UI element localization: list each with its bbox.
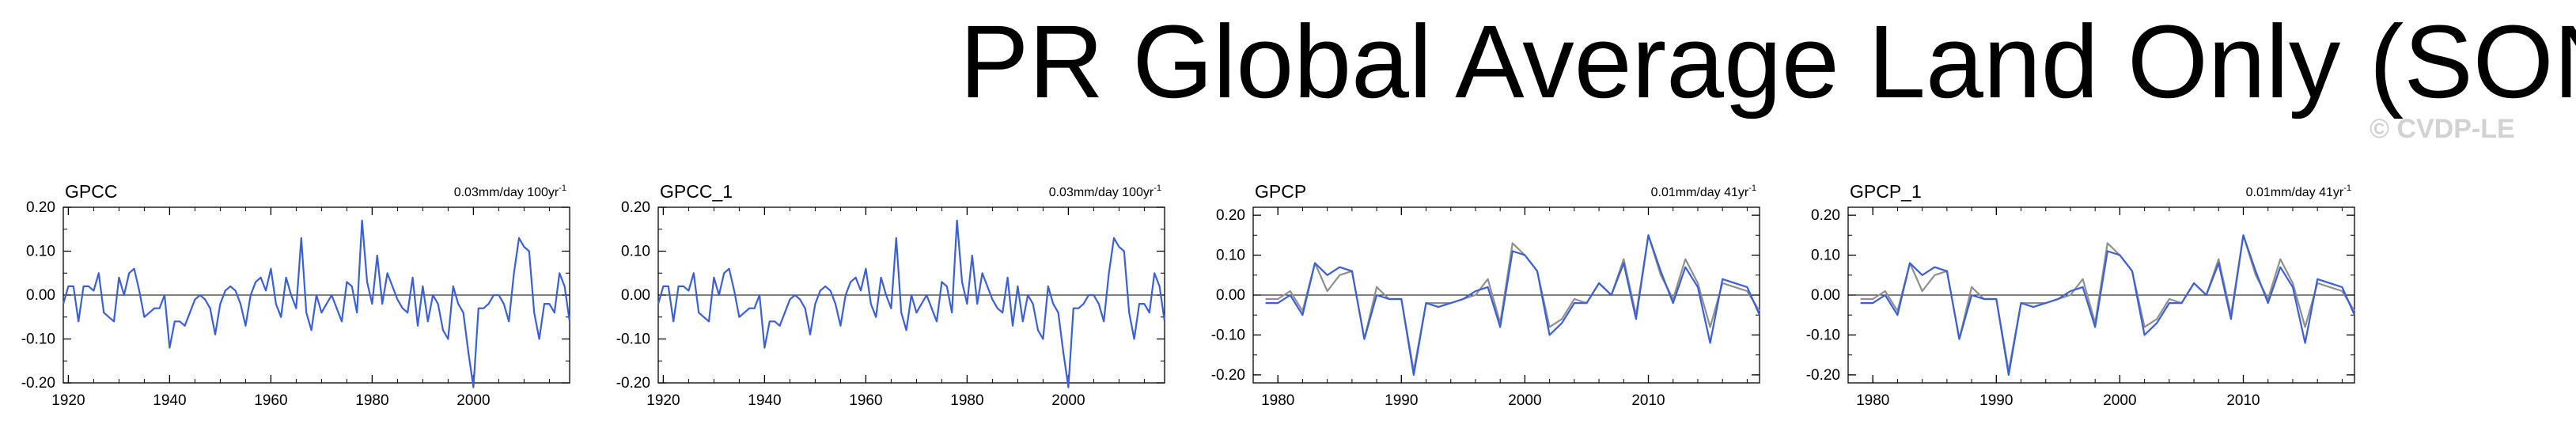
series-line-2 <box>1265 234 1761 376</box>
y-tick-label: -0.20 <box>1806 367 1840 384</box>
y-tick-label: 0.00 <box>621 287 650 304</box>
trend-label: 0.03mm/day 100yr-1 <box>1049 184 1161 199</box>
x-tick-label: 1980 <box>1856 392 1889 409</box>
x-tick-label: 1960 <box>849 392 882 409</box>
y-tick-label: 0.20 <box>1216 207 1245 224</box>
trend-superscript: -1 <box>559 184 566 193</box>
panel-name: GPCP_1 <box>1850 181 1922 202</box>
x-tick-label: 2000 <box>2103 392 2136 409</box>
trend-value: 0.03mm/day 100yr <box>454 186 559 199</box>
x-tick-label: 2010 <box>1631 392 1665 409</box>
x-tick-label: 1960 <box>254 392 287 409</box>
x-tick-label: 1980 <box>355 392 388 409</box>
x-tick-label: 2000 <box>1508 392 1541 409</box>
series-line-1 <box>1860 234 2355 372</box>
trend-label: 0.01mm/day 41yr-1 <box>1651 184 1756 199</box>
series-line-1 <box>62 219 571 388</box>
series-line-2 <box>1860 234 2356 376</box>
series-line-1 <box>657 219 1166 388</box>
x-tick-label: 1940 <box>748 392 781 409</box>
x-tick-label: 1980 <box>950 392 983 409</box>
y-tick-label: 0.10 <box>621 244 650 260</box>
y-tick-label: -0.10 <box>21 331 55 348</box>
y-tick-label: -0.20 <box>21 375 55 392</box>
page-title: PR Global Average Land Only (SON) <box>960 3 2576 119</box>
y-tick-label: 0.00 <box>1811 287 1840 304</box>
panel-name: GPCC_1 <box>660 181 733 202</box>
y-tick-label: 0.10 <box>26 244 55 260</box>
x-tick-label: 1920 <box>51 392 85 409</box>
y-tick-label: 0.00 <box>26 287 55 304</box>
trend-superscript: -1 <box>1748 184 1756 193</box>
x-tick-label: 1980 <box>1261 392 1294 409</box>
y-tick-label: -0.20 <box>1211 367 1245 384</box>
chart-panel-gpcp: 0.20 0.10 0.00 -0.10 -0.20 1980 1990 2000 2010 GP… <box>1211 181 1761 409</box>
trend-label: 0.03mm/day 100yr-1 <box>454 184 566 199</box>
y-tick-label: 0.20 <box>26 199 55 216</box>
y-tick-label: 0.10 <box>1811 248 1840 264</box>
trend-superscript: -1 <box>1154 184 1161 193</box>
x-tick-label: 1990 <box>1385 392 1418 409</box>
trend-value: 0.01mm/day 41yr <box>2246 186 2344 199</box>
y-tick-label: 0.20 <box>1811 207 1840 224</box>
x-tick-label: 2000 <box>456 392 490 409</box>
trend-value: 0.03mm/day 100yr <box>1049 186 1154 199</box>
y-tick-label: -0.10 <box>616 331 650 348</box>
x-tick-label: 2010 <box>2226 392 2260 409</box>
y-tick-label: 0.00 <box>1216 287 1245 304</box>
y-tick-label: -0.20 <box>616 375 650 392</box>
chart-panel-gpcp-1: 0.20 0.10 0.00 -0.10 -0.20 1980 1990 2000 2010 GP… <box>1806 181 2356 409</box>
trend-label: 0.01mm/day 41yr-1 <box>2246 184 2351 199</box>
trend-value: 0.01mm/day 41yr <box>1651 186 1749 199</box>
y-tick-label: -0.10 <box>1806 327 1840 343</box>
panel-name: GPCP <box>1255 181 1306 202</box>
panel-name: GPCC <box>65 181 117 202</box>
series-line-1 <box>1265 234 1760 372</box>
y-tick-label: 0.10 <box>1216 248 1245 264</box>
x-tick-label: 2000 <box>1051 392 1085 409</box>
x-tick-label: 1920 <box>646 392 680 409</box>
x-tick-label: 1940 <box>153 392 186 409</box>
y-tick-label: 0.20 <box>621 199 650 216</box>
watermark: © CVDP-LE <box>2370 114 2515 144</box>
y-tick-label: -0.10 <box>1211 327 1245 343</box>
trend-superscript: -1 <box>2343 184 2351 193</box>
x-tick-label: 1990 <box>1979 392 2013 409</box>
